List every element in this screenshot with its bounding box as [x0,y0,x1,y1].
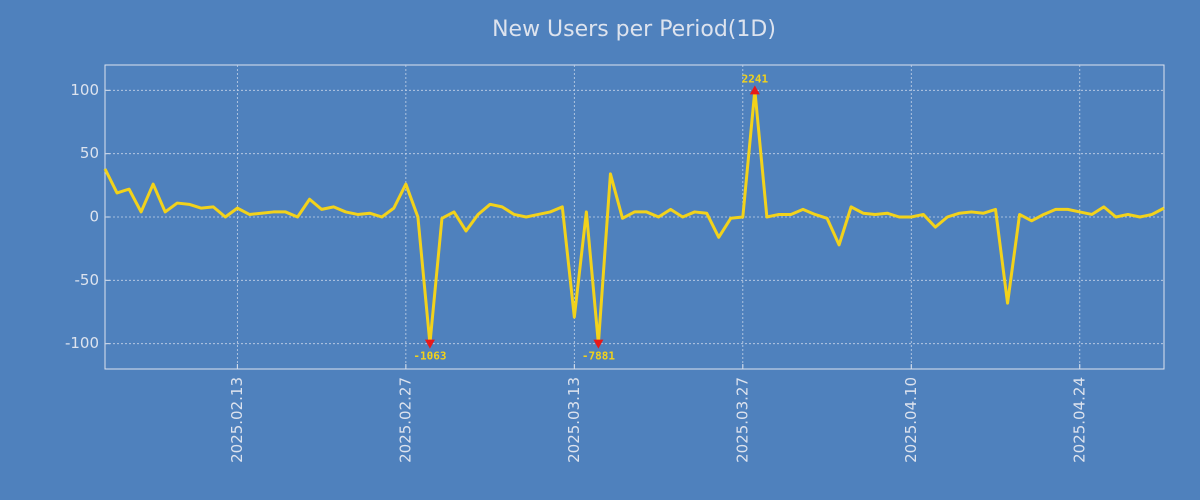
peak-marker [593,339,604,349]
peak-marker [749,85,760,95]
x-tick-label: 2025.03.27 [733,377,751,463]
x-tick-label: 2025.04.10 [902,377,920,463]
annotation-label: -7881 [582,350,615,363]
y-tick-label: 50 [80,144,99,162]
x-tick-label: 2025.04.24 [1070,377,1088,463]
x-tick-label: 2025.02.27 [396,377,414,463]
x-tick-label: 2025.03.13 [565,377,583,463]
y-tick-label: 100 [70,81,99,99]
annotation-label: 2241 [742,72,769,85]
data-line [103,88,1165,346]
y-tick-label: 0 [89,208,99,226]
chart-title: New Users per Period(1D) [492,17,776,42]
y-tick-label: -100 [65,334,99,352]
peak-marker [424,339,435,349]
annotation-label: -1063 [413,350,446,363]
y-tick-label: -50 [75,271,100,289]
x-tick-label: 2025.02.13 [228,377,246,463]
